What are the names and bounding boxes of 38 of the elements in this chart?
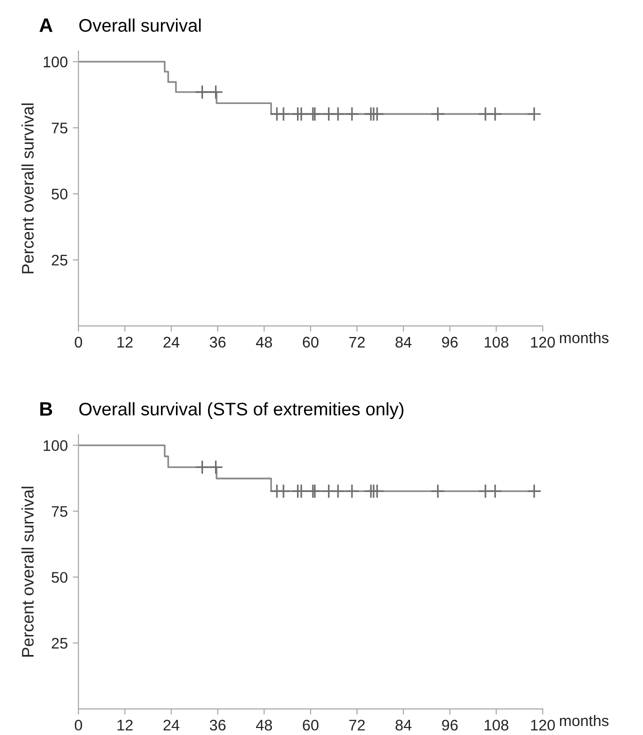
x-tick-label: 60	[302, 336, 318, 348]
x-axis-title: months	[560, 714, 608, 726]
y-tick-label: 100	[44, 440, 68, 451]
y-tick-label: 50	[52, 188, 68, 200]
chart-title: Overall survival (STS of extremities only)	[79, 402, 404, 420]
chart-title: Overall survival	[79, 18, 201, 32]
x-tick-label: 24	[164, 336, 180, 348]
x-tick-label: 48	[256, 720, 272, 731]
x-tick-label: 108	[484, 336, 508, 348]
x-tick-label: 36	[210, 720, 226, 731]
y-tick-label: 25	[52, 254, 68, 266]
x-tick-label: 0	[74, 336, 82, 348]
x-tick-label: 84	[396, 336, 412, 348]
y-tick-label: 25	[52, 638, 68, 649]
x-tick-label: 96	[442, 336, 458, 348]
x-tick-label: 48	[256, 336, 272, 348]
x-tick-label: 72	[349, 720, 365, 730]
y-tick-label: 75	[52, 122, 68, 134]
x-tick-label: 96	[442, 720, 458, 731]
x-tick-label: 24	[164, 720, 180, 730]
x-tick-label: 12	[118, 720, 133, 730]
y-tick-label: 50	[52, 572, 68, 583]
x-axis-title: months	[560, 332, 608, 344]
text: B	[40, 402, 52, 416]
y-tick-label: 75	[52, 506, 68, 517]
x-tick-label: 84	[396, 720, 412, 731]
x-tick-label: 60	[302, 720, 318, 731]
y-axis-title: Percent overall survival	[21, 486, 34, 657]
x-tick-label: 108	[484, 720, 508, 731]
x-tick-label: 72	[349, 336, 365, 348]
x-tick-label: 12	[118, 336, 133, 348]
x-tick-label: 120	[531, 336, 555, 348]
x-tick-label: 0	[74, 720, 82, 731]
text: A	[39, 18, 53, 32]
x-tick-label: 120	[531, 720, 555, 731]
y-tick-label: 100	[44, 56, 68, 68]
x-tick-label: 36	[210, 336, 226, 348]
y-axis-title: Percent overall survival	[21, 103, 34, 274]
